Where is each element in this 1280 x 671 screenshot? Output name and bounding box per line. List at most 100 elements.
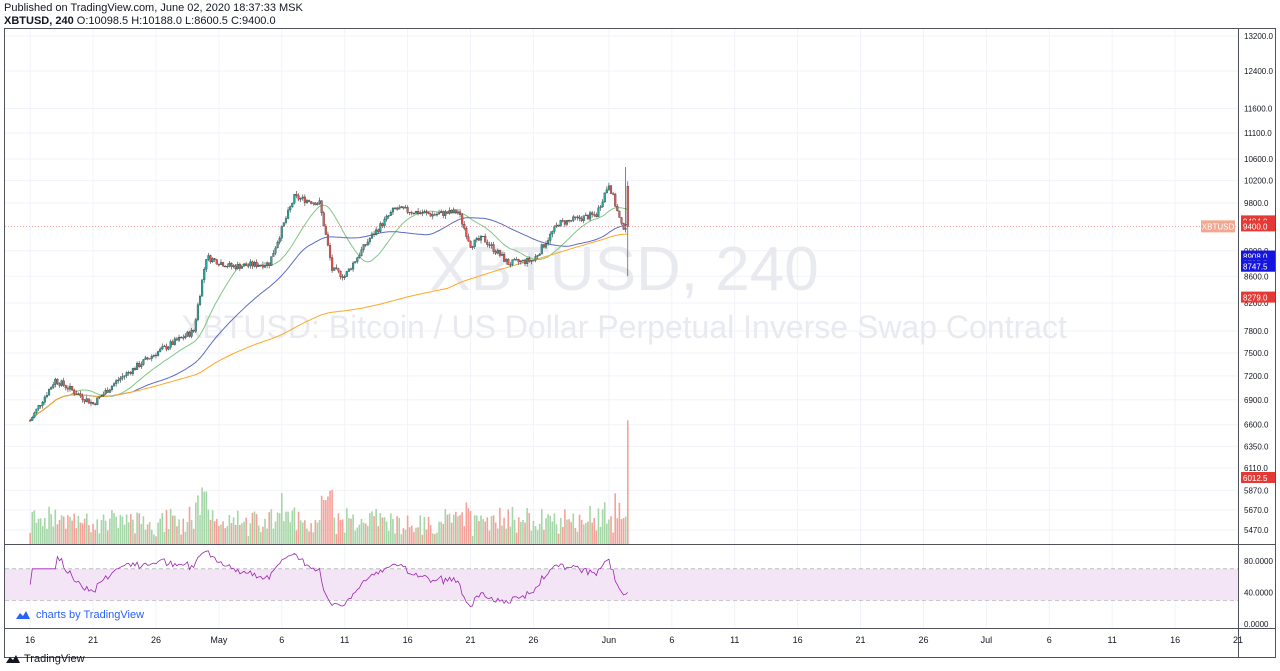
- candle: [50, 387, 53, 390]
- volume-bar: [205, 491, 208, 544]
- volume-bar: [360, 518, 363, 544]
- volume-bar: [293, 507, 296, 544]
- volume-bar: [121, 516, 124, 544]
- candle: [568, 220, 571, 222]
- candle: [194, 319, 197, 332]
- volume-bar: [536, 529, 539, 544]
- candle: [435, 214, 439, 216]
- volume-bar: [310, 523, 312, 544]
- candle: [465, 227, 468, 237]
- price-tick-label: 7800.0: [1244, 327, 1269, 336]
- volume-bar: [113, 513, 115, 544]
- candle: [287, 209, 290, 219]
- volume-bar: [320, 495, 323, 544]
- candle: [433, 214, 436, 216]
- volume-bar: [467, 508, 470, 544]
- volume-bar: [195, 502, 197, 544]
- candle: [360, 249, 363, 256]
- volume-bar: [473, 515, 476, 544]
- volume-bar: [385, 521, 388, 544]
- date-tick-label: 16: [25, 635, 35, 645]
- candle: [121, 376, 124, 379]
- volume-bar: [513, 519, 516, 544]
- price-chart[interactable]: 162126May611162126Jun611162126Jul6111621…: [4, 28, 1276, 658]
- price-tick-label: 8600.0: [1244, 272, 1269, 281]
- price-tick-label: 10200.0: [1244, 177, 1273, 186]
- volume-bar: [155, 536, 157, 544]
- candle: [226, 266, 229, 268]
- volume-bar: [364, 523, 367, 544]
- volume-bar: [356, 527, 359, 544]
- volume-bar: [75, 528, 78, 544]
- volume-bar: [213, 521, 216, 544]
- volume-bar: [33, 510, 36, 544]
- volume-bar: [427, 516, 430, 544]
- volume-bar: [442, 523, 445, 544]
- volume-bar: [81, 523, 84, 544]
- date-tick-label: 16: [403, 635, 413, 645]
- candle: [526, 258, 529, 264]
- volume-bar: [251, 512, 254, 544]
- volume-bar: [171, 515, 174, 544]
- candle: [375, 229, 378, 236]
- volume-bar: [484, 521, 486, 544]
- candle: [104, 390, 107, 395]
- tradingview-footer-logo[interactable]: TradingView: [6, 653, 85, 665]
- candle: [209, 255, 212, 263]
- volume-bar: [29, 532, 31, 544]
- volume-bar: [186, 521, 189, 544]
- candle: [31, 417, 34, 421]
- tradingview-logo-icon: [6, 655, 20, 663]
- candle: [102, 393, 105, 397]
- volume-bar: [530, 530, 533, 544]
- volume-bar: [245, 517, 247, 544]
- chart-frame[interactable]: 162126May611162126Jun611162126Jul6111621…: [4, 28, 1276, 658]
- candle: [247, 265, 250, 267]
- candle: [446, 211, 449, 214]
- candle: [393, 207, 397, 209]
- volume-bar: [109, 518, 111, 544]
- volume-bar: [620, 519, 623, 544]
- volume-bar: [83, 518, 86, 544]
- candle: [131, 368, 134, 374]
- volume-bar: [608, 519, 610, 544]
- volume-bar: [425, 529, 428, 544]
- candle: [182, 337, 185, 339]
- charts-by-tradingview-link[interactable]: charts by TradingView: [16, 609, 144, 621]
- candle: [616, 206, 619, 212]
- volume-bar: [597, 508, 600, 544]
- candle: [119, 378, 122, 381]
- candle: [276, 241, 279, 249]
- date-tick-label: 16: [1170, 635, 1180, 645]
- candle: [207, 255, 210, 260]
- volume-bar: [578, 514, 581, 544]
- rsi-tick-label: 0.0000: [1244, 620, 1269, 629]
- volume-bar: [589, 505, 591, 544]
- candle: [81, 395, 84, 400]
- candle: [322, 212, 325, 227]
- volume-bar: [218, 526, 220, 544]
- price-axis-badge: [1241, 472, 1275, 483]
- candle: [578, 216, 581, 219]
- volume-bar: [230, 523, 233, 544]
- volume-bar: [610, 516, 612, 544]
- candle: [243, 263, 246, 267]
- candle: [406, 207, 409, 213]
- candle: [456, 211, 459, 214]
- candle: [33, 412, 36, 418]
- candle: [412, 212, 415, 215]
- volume-bar: [624, 516, 627, 544]
- volume-bar: [226, 526, 229, 544]
- candle: [173, 338, 176, 345]
- candle: [358, 255, 361, 258]
- candle: [305, 200, 309, 203]
- price-tick-label: 6110.0: [1244, 464, 1268, 473]
- candle: [335, 267, 338, 269]
- volume-bar: [211, 510, 214, 544]
- volume-bar: [94, 529, 96, 544]
- candle: [387, 215, 390, 217]
- candle: [469, 240, 472, 248]
- volume-bar: [322, 500, 325, 544]
- volume-bar: [127, 522, 130, 544]
- candle: [429, 213, 432, 217]
